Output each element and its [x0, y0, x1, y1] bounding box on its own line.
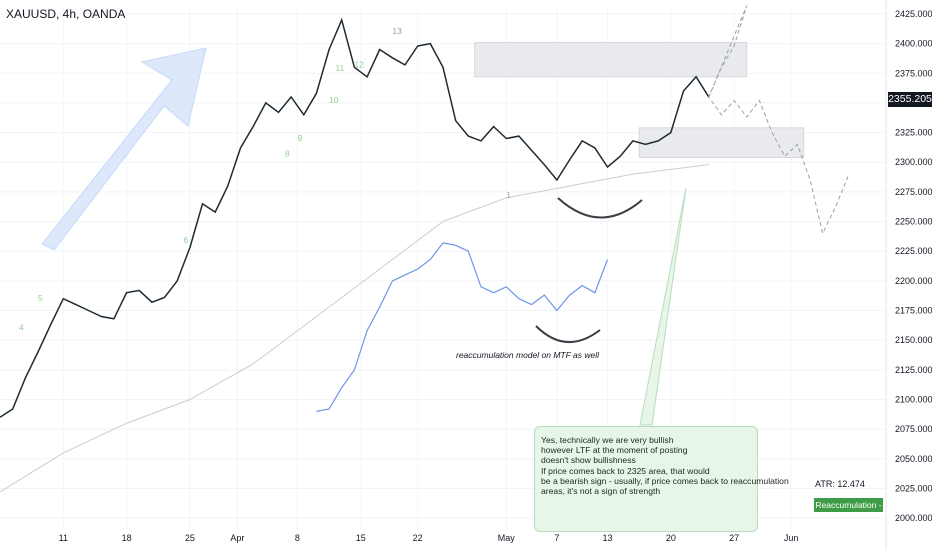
- wave-label: 13: [392, 26, 402, 36]
- x-tick-label: 18: [122, 533, 132, 543]
- x-tick-label: 11: [59, 533, 68, 543]
- note-line: doesn't show bullishness: [541, 455, 636, 466]
- y-tick-label: 2000.000: [895, 513, 932, 523]
- symbol-title: XAUUSD, 4h, OANDA: [6, 7, 126, 21]
- supply-zone: [474, 41, 748, 78]
- wave-label: 6: [184, 235, 189, 245]
- atr-label: ATR: 12.474: [815, 479, 865, 489]
- x-tick-label: Jun: [784, 533, 799, 543]
- note-box: Yes, technically we are very bullish how…: [534, 426, 789, 532]
- y-axis: 2425.0002400.0002375.0002350.0002325.000…: [885, 0, 932, 550]
- y-tick-label: 2275.000: [895, 187, 932, 197]
- demand-zone: [638, 127, 805, 158]
- x-tick-label: 13: [603, 533, 613, 543]
- reaccumulation-curve: [557, 197, 643, 219]
- x-tick-label: 8: [295, 533, 300, 543]
- y-axis-panel: [886, 0, 932, 550]
- y-tick-label: 2200.000: [895, 276, 932, 286]
- y-tick-label: 2025.000: [895, 483, 932, 493]
- wave-label: 8: [285, 148, 290, 158]
- x-tick-label: 20: [666, 533, 676, 543]
- y-tick-label: 2300.000: [895, 157, 932, 167]
- wave-label: 12: [354, 59, 364, 69]
- y-tick-label: 2075.000: [895, 424, 932, 434]
- model-caption: reaccumulation model on MTF as well: [456, 350, 599, 360]
- note-line: If price comes back to 2325 area, that w…: [541, 465, 710, 476]
- y-tick-label: 2400.000: [895, 39, 932, 49]
- x-tick-label: Apr: [230, 533, 244, 543]
- last-price-badge: 2355.205: [888, 92, 932, 107]
- x-tick-label: 15: [356, 533, 366, 543]
- moving-average-line: [0, 164, 709, 493]
- callout-pointer: [639, 187, 687, 426]
- zones: [474, 41, 805, 158]
- mtf-model-line: [316, 242, 609, 412]
- y-tick-label: 2150.000: [895, 335, 932, 345]
- y-tick-label: 2100.000: [895, 395, 932, 405]
- y-tick-label: 2375.000: [895, 68, 932, 78]
- x-tick-label: 27: [729, 533, 739, 543]
- note-line: Yes, technically we are very bullish: [541, 435, 674, 445]
- y-tick-label: 2050.000: [895, 454, 932, 464]
- trend-arrow: [41, 47, 207, 251]
- wave-label: 1: [506, 190, 511, 200]
- y-tick-label: 2175.000: [895, 306, 932, 316]
- x-tick-label: May: [498, 533, 516, 543]
- wave-label: 4: [19, 323, 24, 333]
- price-series: [0, 17, 710, 418]
- x-tick-label: 25: [185, 533, 195, 543]
- x-tick-label: 22: [413, 533, 423, 543]
- x-tick-label: 7: [554, 533, 559, 543]
- y-tick-label: 2250.000: [895, 217, 932, 227]
- wave-label: 5: [38, 293, 43, 303]
- y-tick-label: 2425.000: [895, 9, 932, 19]
- note-line: areas, it's not a sign of strength: [541, 486, 661, 497]
- note-line: however LTF at the moment of posting: [541, 445, 688, 456]
- mtf-curve: [535, 325, 601, 344]
- wave-label: 10: [329, 95, 339, 105]
- y-tick-label: 2225.000: [895, 246, 932, 256]
- reaccumulation-badge: Reaccumulation - 1: [814, 498, 883, 524]
- wave-labels: 4 5 6 89 10 11 12 13 1: [19, 26, 511, 333]
- note-line: be a bearish sign - usually, if price co…: [541, 475, 789, 486]
- wave-label: 9: [297, 133, 302, 143]
- wave-label: 11: [335, 63, 344, 73]
- x-axis: 11 18 25 Apr 8 15 22 May 7 13 20 27 Jun: [59, 533, 799, 543]
- y-tick-label: 2325.000: [895, 128, 932, 138]
- projection-path: [708, 5, 849, 235]
- y-tick-label: 2125.000: [895, 365, 932, 375]
